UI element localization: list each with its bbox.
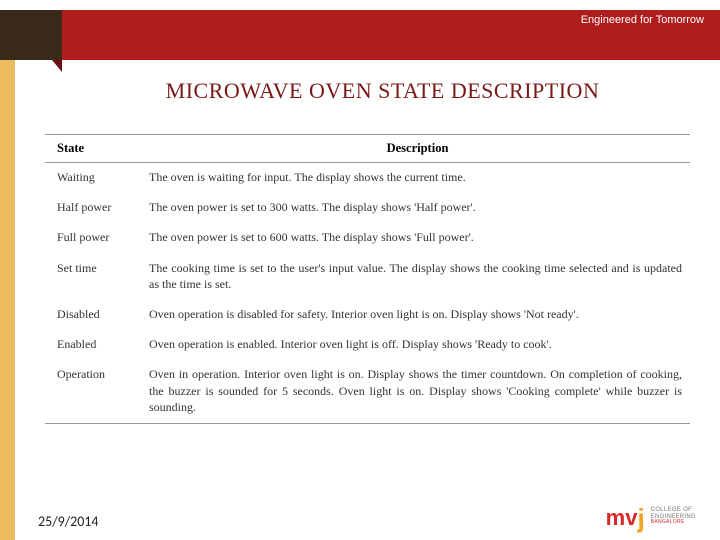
- description-cell: The oven power is set to 300 watts. The …: [145, 193, 690, 223]
- description-cell: Oven operation is disabled for safety. I…: [145, 300, 690, 330]
- table-row: Full powerThe oven power is set to 600 w…: [45, 223, 690, 253]
- content-area: MICROWAVE OVEN STATE DESCRIPTION State D…: [15, 78, 710, 500]
- tagline: Engineered for Tomorrow: [581, 14, 704, 26]
- description-cell: The cooking time is set to the user's in…: [145, 254, 690, 300]
- table-row: WaitingThe oven is waiting for input. Th…: [45, 163, 690, 194]
- table-row: DisabledOven operation is disabled for s…: [45, 300, 690, 330]
- logo-line1: COLLEGE OF: [651, 507, 696, 514]
- state-cell: Set time: [45, 254, 145, 300]
- description-cell: The oven is waiting for input. The displ…: [145, 163, 690, 194]
- table-row: OperationOven in operation. Interior ove…: [45, 360, 690, 423]
- footer-date: 25/9/2014: [38, 513, 98, 530]
- logo-letter-j: j: [637, 503, 644, 534]
- logo-letter-m: m: [606, 505, 626, 531]
- table-header-row: State Description: [45, 135, 690, 163]
- description-cell: Oven in operation. Interior oven light i…: [145, 360, 690, 423]
- institution-logo: mvj COLLEGE OF ENGINEERING BANGALORE: [606, 501, 696, 532]
- logo-letter-v: v: [625, 505, 637, 531]
- table-row: EnabledOven operation is enabled. Interi…: [45, 330, 690, 360]
- col-state: State: [45, 135, 145, 163]
- description-cell: Oven operation is enabled. Interior oven…: [145, 330, 690, 360]
- header-dark-block: [0, 10, 62, 60]
- logo-text: COLLEGE OF ENGINEERING BANGALORE: [651, 507, 696, 526]
- state-cell: Waiting: [45, 163, 145, 194]
- table-row: Set timeThe cooking time is set to the u…: [45, 254, 690, 300]
- state-cell: Enabled: [45, 330, 145, 360]
- state-cell: Half power: [45, 193, 145, 223]
- header-red-block: Engineered for Tomorrow: [62, 10, 720, 60]
- logo-line3: BANGALORE: [651, 520, 696, 526]
- header-bar: Engineered for Tomorrow: [0, 10, 720, 60]
- logo-mark: mvj: [606, 501, 645, 532]
- side-accent-strip: [0, 60, 15, 540]
- page-title: MICROWAVE OVEN STATE DESCRIPTION: [15, 78, 710, 104]
- state-cell: Disabled: [45, 300, 145, 330]
- state-cell: Full power: [45, 223, 145, 253]
- state-cell: Operation: [45, 360, 145, 423]
- description-cell: The oven power is set to 600 watts. The …: [145, 223, 690, 253]
- col-description: Description: [145, 135, 690, 163]
- state-table: State Description WaitingThe oven is wai…: [45, 134, 690, 424]
- table-container: State Description WaitingThe oven is wai…: [15, 134, 710, 424]
- header-notch: [52, 60, 62, 72]
- table-body: WaitingThe oven is waiting for input. Th…: [45, 163, 690, 424]
- table-row: Half powerThe oven power is set to 300 w…: [45, 193, 690, 223]
